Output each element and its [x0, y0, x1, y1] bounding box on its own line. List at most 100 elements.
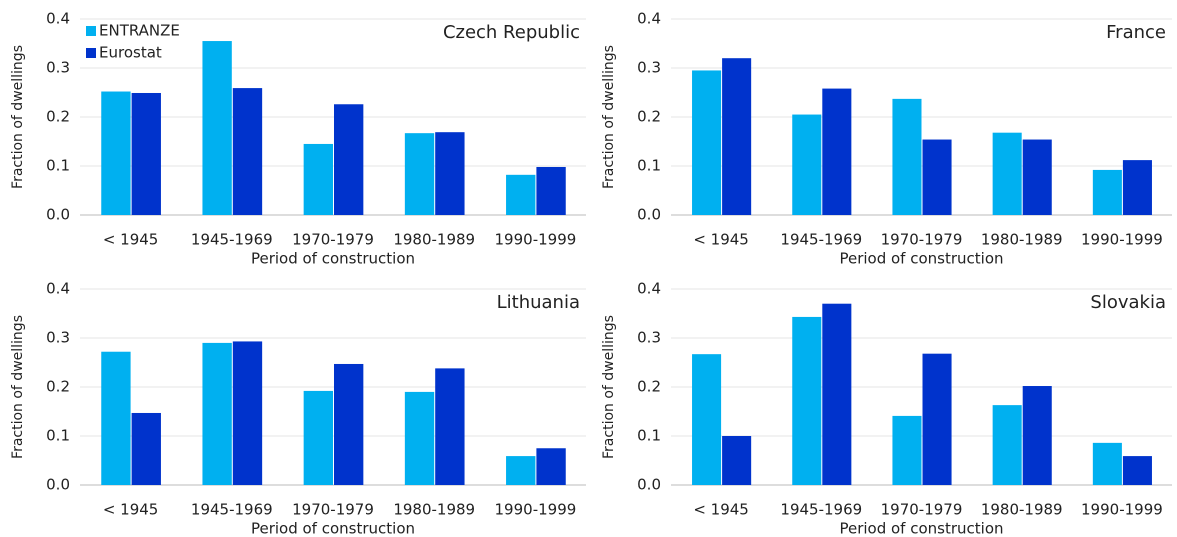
y-tick-label: 0.0	[46, 206, 70, 224]
x-tick-label: 1970-1979	[881, 231, 963, 249]
y-axis-label: Fraction of dwellings	[601, 45, 617, 189]
bar	[722, 58, 752, 216]
y-tick-label: 0.1	[637, 157, 661, 175]
x-tick-label: 1990-1999	[1081, 231, 1163, 249]
bar	[1022, 386, 1052, 485]
bar	[922, 353, 952, 485]
bar	[992, 405, 1022, 485]
x-tick-label: 1980-1989	[393, 501, 475, 519]
bar	[404, 133, 435, 215]
bar	[334, 363, 364, 485]
panel-title: Slovakia	[1090, 292, 1166, 313]
x-tick-label: 1945-1969	[191, 501, 273, 519]
x-axis-label: Period of construction	[839, 250, 1003, 268]
y-tick-label: 0.1	[637, 427, 661, 445]
x-axis-label: Period of construction	[251, 520, 415, 537]
panel: 0.0 0.1 0.2 0.3 0.4 < 1945 1945-1969 1970-1979 1…	[10, 10, 586, 268]
bar	[1022, 139, 1052, 215]
panel: 0.0 0.1 0.2 0.3 0.4 < 1945 1945-1969 1970-1979 1…	[601, 10, 1172, 268]
x-tick-label: 1970-1979	[292, 501, 374, 519]
bar	[506, 456, 536, 485]
y-tick-label: 0.3	[637, 329, 661, 347]
bar	[692, 70, 722, 215]
y-tick-label: 0.2	[637, 108, 661, 126]
bar	[792, 114, 822, 215]
panel: 0.0 0.1 0.2 0.3 0.4 < 1945 1945-1969 1970-1979 1…	[601, 280, 1172, 537]
panel-title: France	[1106, 22, 1166, 43]
bar	[435, 132, 465, 215]
x-tick-label: < 1945	[103, 501, 159, 519]
bar	[892, 415, 922, 485]
bar	[536, 448, 566, 485]
y-tick-label: 0.3	[46, 329, 70, 347]
legend-label: ENTRANZE	[99, 22, 180, 40]
x-tick-label: 1970-1979	[292, 231, 374, 249]
bar	[892, 98, 922, 215]
x-tick-label: 1980-1989	[981, 231, 1063, 249]
bar	[232, 88, 263, 215]
panel-title: Czech Republic	[443, 22, 580, 43]
bar	[232, 341, 263, 485]
x-axis-label: Period of construction	[839, 520, 1003, 537]
bar	[692, 354, 722, 485]
bar	[101, 91, 131, 215]
y-tick-label: 0.2	[46, 378, 70, 396]
x-tick-label: 1945-1969	[191, 231, 273, 249]
x-tick-label: 1990-1999	[1081, 501, 1163, 519]
y-tick-label: 0.0	[637, 476, 661, 494]
y-tick-label: 0.1	[46, 427, 70, 445]
x-tick-label: < 1945	[103, 231, 159, 249]
bar	[536, 166, 566, 215]
y-tick-label: 0.3	[46, 59, 70, 77]
panel: 0.0 0.1 0.2 0.3 0.4 < 1945 1945-1969 1970-1979 1…	[10, 280, 586, 537]
bar	[131, 92, 161, 215]
x-tick-label: < 1945	[693, 501, 749, 519]
x-tick-label: < 1945	[693, 231, 749, 249]
bar	[1092, 442, 1122, 485]
bar	[334, 104, 364, 215]
x-tick-label: 1970-1979	[881, 501, 963, 519]
panel-title: Lithuania	[497, 292, 580, 313]
bar	[1092, 169, 1122, 215]
y-axis-label: Fraction of dwellings	[601, 315, 617, 459]
y-tick-label: 0.2	[637, 378, 661, 396]
bar	[435, 368, 465, 485]
x-tick-label: 1990-1999	[495, 231, 577, 249]
bar	[202, 41, 232, 215]
bar	[822, 88, 852, 215]
bar	[822, 303, 852, 485]
bar	[202, 342, 232, 485]
y-tick-label: 0.0	[637, 206, 661, 224]
x-tick-label: 1980-1989	[981, 501, 1063, 519]
y-tick-label: 0.3	[637, 59, 661, 77]
bar	[1122, 160, 1152, 215]
x-tick-label: 1945-1969	[780, 501, 862, 519]
bar	[792, 316, 822, 485]
y-axis-label: Fraction of dwellings	[10, 315, 26, 459]
y-tick-label: 0.4	[46, 280, 70, 298]
legend-swatch	[86, 26, 96, 36]
bar	[1122, 456, 1152, 485]
y-tick-label: 0.0	[46, 476, 70, 494]
x-tick-label: 1945-1969	[780, 231, 862, 249]
y-tick-label: 0.4	[637, 280, 661, 298]
bar	[303, 390, 333, 485]
bar	[506, 174, 536, 215]
x-tick-label: 1980-1989	[393, 231, 475, 249]
bar	[722, 436, 752, 485]
x-axis-label: Period of construction	[251, 250, 415, 268]
legend-label: Eurostat	[99, 44, 162, 62]
bar	[131, 412, 161, 485]
bar	[101, 351, 131, 485]
bar	[303, 143, 333, 215]
y-tick-label: 0.4	[46, 10, 70, 28]
y-tick-label: 0.4	[637, 10, 661, 28]
y-tick-label: 0.2	[46, 108, 70, 126]
x-tick-label: 1990-1999	[495, 501, 577, 519]
bar	[922, 139, 952, 215]
y-tick-label: 0.1	[46, 157, 70, 175]
y-axis-label: Fraction of dwellings	[10, 45, 26, 189]
bar	[404, 391, 435, 485]
